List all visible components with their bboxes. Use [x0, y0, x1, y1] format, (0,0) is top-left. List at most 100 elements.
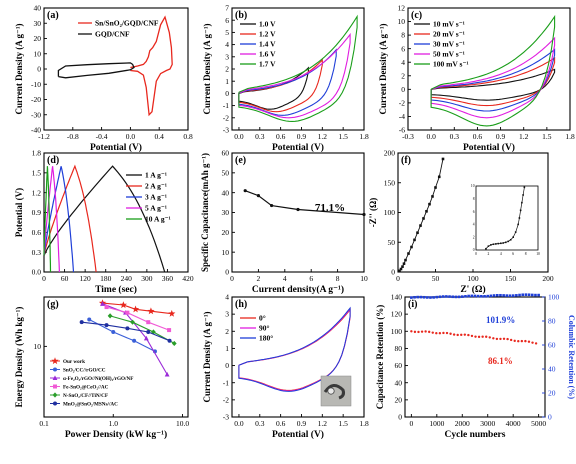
legend-label: 1.7 V — [259, 60, 276, 69]
coulombic-point — [416, 295, 420, 299]
legend-label: α-Fe₂O₃/rGO//Ni(OH)₂/rGO/NF — [63, 375, 133, 382]
coulombic-point — [438, 295, 442, 299]
cv-curve — [430, 36, 556, 119]
y-axis-label: Specific Capacitance(mAh g⁻¹) — [200, 153, 210, 272]
legend-label: N-SnO₂/CF//TiN/CF — [63, 393, 108, 399]
y-tick-label: 4 — [401, 58, 405, 67]
capacitance-point — [492, 337, 495, 340]
y-tick-label: 10 — [34, 342, 42, 351]
x-tick-label: 0.3 — [450, 132, 460, 141]
nyquist-point — [441, 157, 445, 161]
capacitance-point — [520, 339, 524, 343]
x-tick-label: 1.2 — [519, 132, 529, 141]
capacitance-point — [474, 335, 477, 338]
panel-d: 0 60 120 180 240 300 360 420 0.0 0.3 0.6 0.9 1.2 1.5 1… — [14, 149, 194, 295]
marker-square — [146, 320, 151, 325]
panel-letter: (e) — [235, 155, 246, 166]
panel-a: -1.2 -0.8 -0.4 0.0 0.4 0.8 -40 -30 -20 -10 0 10 20 30… — [14, 4, 193, 153]
capacitance-point — [477, 335, 481, 339]
panel-b: 0.0 0.3 0.6 0.9 1.2 1.5 1.8 -3 -2 -1 0 1 2 3 4 5 6 7 Poten… — [202, 4, 369, 153]
plot-frame — [43, 296, 189, 418]
capacitance-point — [495, 337, 499, 341]
y-tick-label: 60 — [395, 361, 403, 370]
y-tick-label: 10 — [222, 248, 230, 257]
capacitance-point — [481, 335, 484, 338]
coulombic-point — [457, 295, 461, 299]
panel-letter: (g) — [47, 299, 59, 310]
y-tick-label: 2 — [401, 71, 405, 80]
capacitance-point — [534, 342, 538, 345]
inset-x-tick-label: 8 — [525, 252, 527, 256]
x-tick-label: 6 — [309, 274, 313, 283]
x-tick-label: 1.5 — [542, 132, 552, 141]
coulombic-point — [537, 293, 540, 297]
coulombic-point — [451, 295, 455, 299]
marker-triangle — [164, 371, 170, 377]
coulombic-point — [515, 294, 518, 297]
inset-point — [485, 247, 487, 250]
panel-letter: (a) — [47, 10, 59, 21]
y-axis-label: Energy Density (Wh kg⁻¹) — [14, 307, 24, 408]
y-tick-label: 0 — [398, 413, 402, 422]
x-tick-label: 240 — [121, 274, 133, 283]
coulombic-point — [492, 294, 496, 297]
panel-letter: (c) — [411, 10, 422, 21]
y-tick-label: 0.6 — [32, 228, 42, 237]
y-tick-label: -3 — [223, 126, 229, 135]
capacitance-annotation: 86.1% — [488, 356, 513, 366]
marker-circle — [111, 329, 116, 334]
x-tick-label: 2000 — [455, 419, 470, 428]
y-tick-label: 0 — [37, 65, 41, 74]
ragone-line — [102, 303, 168, 375]
inset-point — [514, 231, 517, 233]
capacitance-point — [524, 339, 527, 343]
marker-star — [51, 357, 59, 365]
y-tick-label: 0.0 — [32, 268, 42, 277]
series-line — [130, 15, 173, 117]
capacitance-point — [456, 333, 459, 337]
inset-point — [497, 242, 500, 245]
capacitance-point — [527, 340, 531, 343]
y-tick-label: 40 — [34, 4, 42, 13]
marker-diamond — [107, 313, 113, 319]
x-tick-label: 1000 — [429, 419, 444, 428]
coulombic-point — [480, 294, 483, 298]
y2-tick-label: 100 — [548, 293, 560, 302]
legend-label: Our work — [63, 359, 85, 365]
inset-point — [518, 217, 521, 219]
cv-curve — [430, 57, 556, 107]
y-tick-label: 0 — [225, 361, 229, 370]
x-tick-label: 150 — [505, 274, 517, 283]
nyquist-point — [416, 231, 419, 235]
x-tick-label: -0.4 — [96, 132, 108, 141]
y-tick-label: 20 — [222, 228, 230, 237]
x-tick-label: 8 — [336, 274, 340, 283]
x-tick-label: 1.5 — [338, 419, 348, 428]
y-tick-label: 0.9 — [32, 208, 42, 217]
marker-circle — [53, 367, 57, 372]
x-tick-label: 120 — [80, 274, 92, 283]
y-tick-label: 40 — [395, 378, 403, 387]
gcd-curve — [43, 166, 60, 273]
y-tick-label: 0.3 — [32, 248, 42, 257]
inset-x-tick-label: 10 — [536, 252, 540, 256]
capacitance-point — [463, 333, 467, 336]
capacitance-line — [244, 190, 365, 216]
capacitance-point — [452, 333, 456, 336]
x-tick-label: 0.9 — [297, 132, 307, 141]
coulombic-point — [448, 295, 451, 298]
legend-label: 10 A g⁻¹ — [145, 215, 171, 224]
legend-label: 20 mV s⁻¹ — [433, 30, 465, 39]
y-tick-label: 100 — [384, 208, 396, 217]
legend-label: 10 mV s⁻¹ — [433, 20, 465, 29]
bent-device-shape — [323, 384, 345, 400]
y-tick-label: 1.2 — [32, 188, 42, 197]
nyquist-point — [398, 269, 401, 273]
y-axis-label: -Z'' (Ω) — [368, 198, 378, 227]
y-tick-label: -1 — [223, 378, 229, 387]
y-tick-label: 2 — [225, 327, 229, 336]
y-tick-label: -1 — [223, 101, 229, 110]
nyquist-point — [399, 267, 403, 271]
x-tick-label: 420 — [182, 274, 194, 283]
